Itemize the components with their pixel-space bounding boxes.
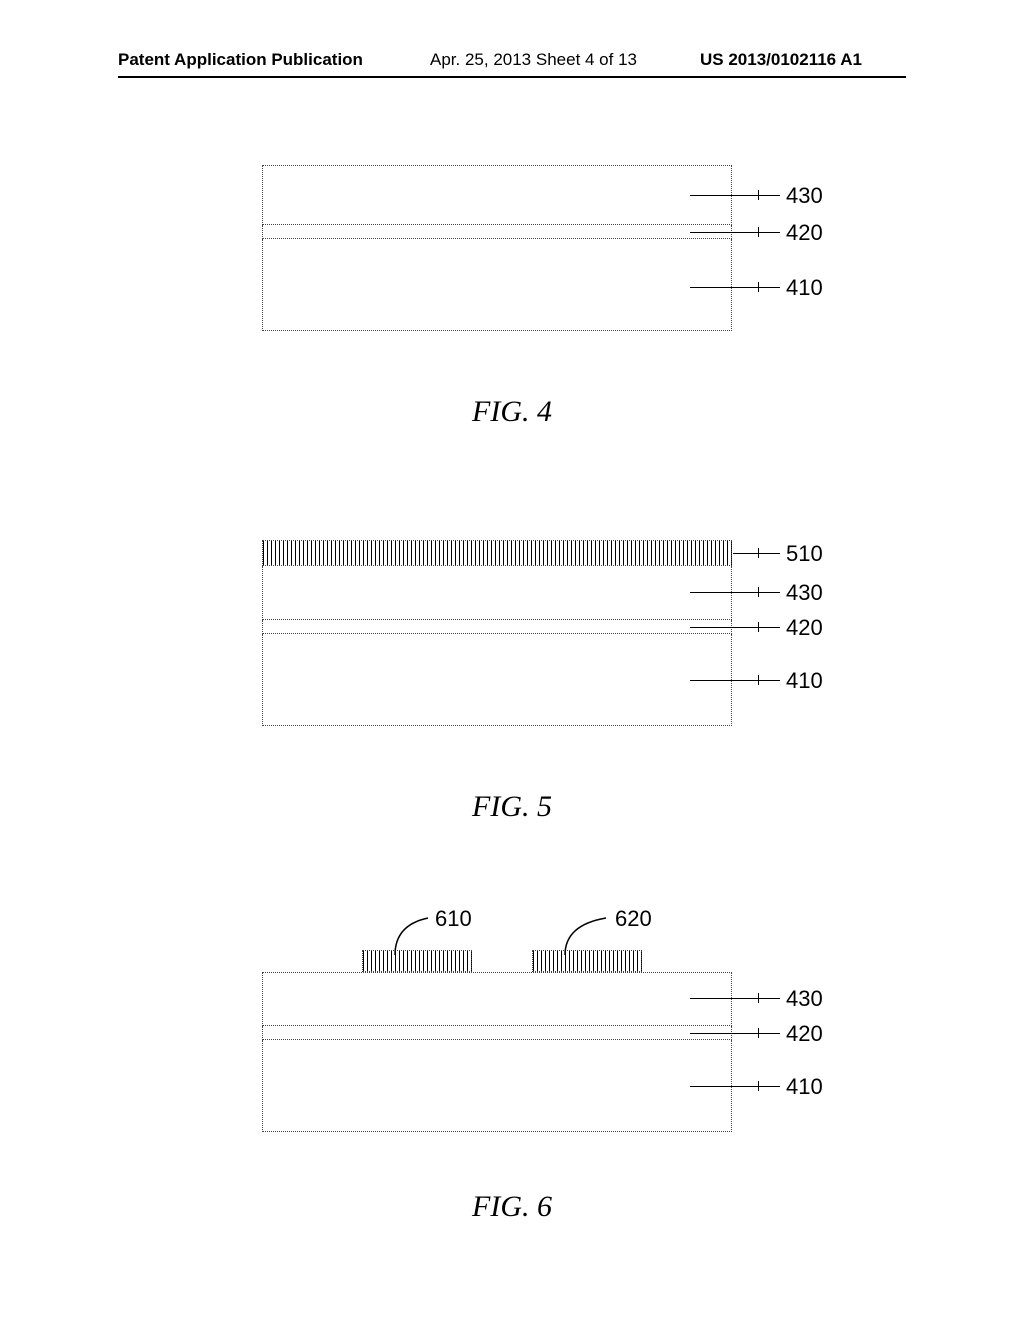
label-420: 420 xyxy=(786,220,823,246)
fig6-layer-430 xyxy=(262,972,732,1026)
leader5-430-ext xyxy=(758,592,780,593)
fig5-layer-510 xyxy=(262,540,732,566)
leader6-430-ext xyxy=(758,998,780,999)
label5-410: 410 xyxy=(786,668,823,694)
leader5-420-ext xyxy=(758,627,780,628)
label6-420: 420 xyxy=(786,1021,823,1047)
leader5-430 xyxy=(690,592,758,593)
fig5-layer-410 xyxy=(262,634,732,726)
leader6-430 xyxy=(690,998,758,999)
fig5-layer-430 xyxy=(262,566,732,620)
leader-430-ext xyxy=(758,195,780,196)
label-610: 610 xyxy=(435,906,472,932)
leader-430 xyxy=(690,195,758,196)
fig5-layer-420 xyxy=(262,620,732,634)
leader-610-curve xyxy=(380,910,440,960)
leader6-410-ext xyxy=(758,1086,780,1087)
label5-420: 420 xyxy=(786,615,823,641)
label-510: 510 xyxy=(786,541,823,567)
header-left: Patent Application Publication xyxy=(118,50,363,70)
fig5-stack xyxy=(262,540,732,726)
fig4-layer-410 xyxy=(262,239,732,331)
leader6-420-ext xyxy=(758,1033,780,1034)
leader5-410-ext xyxy=(758,680,780,681)
fig4-layer-420 xyxy=(262,225,732,239)
leader6-410 xyxy=(690,1086,758,1087)
header-right: US 2013/0102116 A1 xyxy=(700,50,862,70)
leader-620-curve xyxy=(550,910,620,960)
header-rule xyxy=(118,76,906,78)
fig4-stack xyxy=(262,165,732,331)
label-410: 410 xyxy=(786,275,823,301)
leader6-420 xyxy=(690,1033,758,1034)
fig6-stack xyxy=(262,972,732,1132)
leader-420-ext xyxy=(758,232,780,233)
leader5-420 xyxy=(690,627,758,628)
leader-510-ext xyxy=(758,553,780,554)
caption-fig6: FIG. 6 xyxy=(0,1190,1024,1224)
patent-page: Patent Application Publication Apr. 25, … xyxy=(0,0,1024,1320)
caption-fig4: FIG. 4 xyxy=(0,395,1024,429)
leader-410-ext xyxy=(758,287,780,288)
leader-510 xyxy=(733,553,758,554)
label6-410: 410 xyxy=(786,1074,823,1100)
label6-430: 430 xyxy=(786,986,823,1012)
leader-410 xyxy=(690,287,758,288)
leader5-410 xyxy=(690,680,758,681)
fig6-layer-410 xyxy=(262,1040,732,1132)
fig6-layer-420 xyxy=(262,1026,732,1040)
label5-430: 430 xyxy=(786,580,823,606)
header-mid: Apr. 25, 2013 Sheet 4 of 13 xyxy=(430,50,637,70)
label-620: 620 xyxy=(615,906,652,932)
label-430: 430 xyxy=(786,183,823,209)
leader-420 xyxy=(690,232,758,233)
fig4-layer-430 xyxy=(262,165,732,225)
caption-fig5: FIG. 5 xyxy=(0,790,1024,824)
